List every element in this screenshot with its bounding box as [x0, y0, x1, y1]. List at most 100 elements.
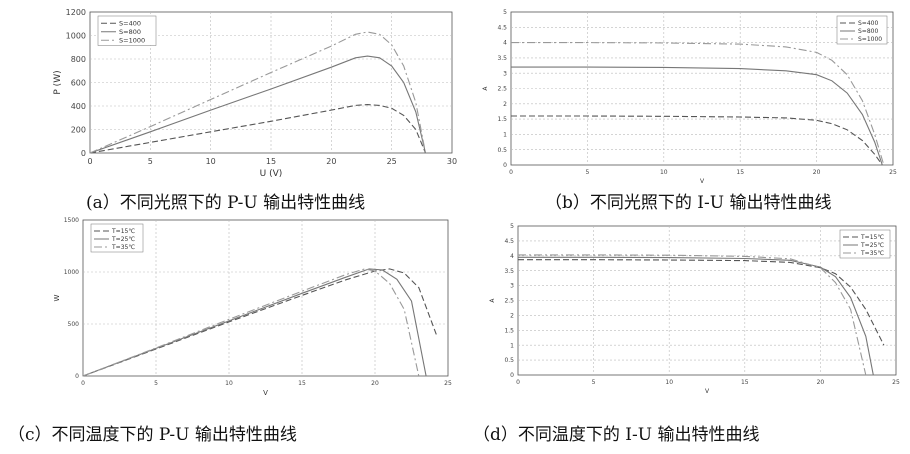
x-tick-label: 20: [326, 157, 336, 166]
series-line-2: [82, 268, 427, 377]
y-tick-label: 2.5: [504, 298, 514, 305]
series-line-3: [82, 268, 420, 377]
x-tick-label: 10: [665, 379, 673, 386]
y-tick-label: 400: [71, 102, 86, 111]
caption-c: （c）不同温度下的 P-U 输出特性曲线: [8, 425, 297, 445]
series-line-1: [89, 104, 427, 154]
caption-d: （d）不同温度下的 I-U 输出特性曲线: [473, 425, 760, 445]
y-axis-label: A: [482, 86, 489, 91]
legend-label: T=25℃: [111, 236, 135, 243]
series-line-3: [511, 42, 885, 166]
y-tick-label: 1000: [66, 31, 86, 40]
x-tick-label: 15: [741, 379, 749, 386]
y-tick-label: 1000: [64, 269, 79, 276]
y-axis-label: P (W): [53, 70, 63, 94]
chart-panel-b: 0 5 10 15 20 25 0 0.5 1 1.5 2 2.5 3 3.5 4 4.5 5 V A S=400 S=…: [478, 0, 910, 190]
y-tick-label: 0.5: [504, 357, 514, 364]
y-tick-label: 0: [81, 149, 86, 158]
x-tick-label: 0: [509, 169, 513, 176]
legend-label: S=800: [858, 28, 878, 35]
y-tick-label: 200: [71, 125, 86, 134]
x-tick-label: 20: [817, 379, 825, 386]
chart-a-svg: 0 5 10 15 20 25 30 0 200 400 600 800 1000 1200 U (V) P …: [53, 8, 457, 179]
y-tick-label: 0: [503, 162, 507, 169]
y-tick-label: 1: [510, 342, 514, 349]
y-tick-label: 4: [503, 40, 507, 47]
y-tick-label: 1.5: [504, 327, 514, 334]
x-tick-label: 0: [516, 379, 520, 386]
y-tick-label: 2.5: [497, 86, 507, 93]
x-tick-label: 0: [81, 380, 85, 387]
y-tick-label: 800: [71, 55, 86, 64]
y-tick-label: 4: [510, 253, 514, 260]
legend-label: T=15℃: [860, 234, 884, 241]
x-tick-label: 25: [889, 169, 897, 176]
x-tick-label: 0: [87, 157, 92, 166]
series-line-2: [511, 66, 883, 166]
legend-label: S=400: [119, 20, 141, 28]
legend-label: S=1000: [119, 37, 145, 45]
chart-b-svg: 0 5 10 15 20 2500.511.522.533.544.55VAS=400S=…: [482, 9, 897, 185]
y-tick-label: 1.5: [497, 116, 507, 123]
y-tick-label: 0: [510, 372, 514, 379]
legend-label: S=1000: [858, 36, 882, 43]
x-tick-label: 5: [154, 380, 158, 387]
y-tick-label: 5: [510, 223, 514, 230]
legend-box: [839, 229, 891, 259]
x-axis-label: V: [700, 178, 705, 185]
y-tick-label: 0: [75, 373, 79, 380]
x-tick-label: 20: [813, 169, 821, 176]
y-tick-label: 1500: [64, 217, 79, 224]
y-tick-label: 1200: [66, 8, 86, 17]
y-tick-label: 500: [68, 321, 80, 328]
x-tick-label: 25: [444, 380, 452, 387]
legend-label: T=25℃: [860, 242, 884, 249]
caption-b: （b）不同光照下的 I-U 输出特性曲线: [545, 193, 832, 213]
y-tick-label: 3: [510, 283, 514, 290]
y-tick-label: 3.5: [497, 55, 507, 62]
chart-d-svg: 0 5 10 15 20 2500.511.522.533.544.55VAT=15℃T=…: [489, 223, 900, 395]
x-tick-label: 15: [736, 169, 744, 176]
y-tick-label: 600: [71, 78, 86, 87]
y-tick-label: 3: [503, 70, 507, 77]
legend-label: S=800: [119, 28, 141, 36]
x-tick-label: 15: [298, 380, 306, 387]
chart-panel-d: 0 5 10 15 20 25 0 0.5 1 1.5 2 2.5 3 3.5 4 4.5 5 V A T=15℃ T=…: [478, 212, 910, 400]
x-tick-label: 30: [447, 157, 457, 166]
series-line-1: [511, 115, 883, 166]
x-tick-label: 20: [371, 380, 379, 387]
x-tick-label: 10: [660, 169, 668, 176]
y-axis-label: W: [53, 294, 61, 301]
chart-c-svg: 0 5 10 15 20 25 0 500 1000 1500 V W T=15℃T=25℃T=35℃: [53, 217, 452, 397]
legend-label: S=400: [858, 20, 878, 27]
x-tick-label: 25: [892, 379, 900, 386]
x-tick-label: 25: [387, 157, 397, 166]
x-axis-label: U (V): [260, 169, 283, 179]
series-line-3: [518, 254, 867, 376]
y-axis-label: A: [489, 298, 496, 303]
series-line-1: [518, 259, 885, 346]
x-tick-label: 10: [206, 157, 216, 166]
x-tick-label: 15: [266, 157, 276, 166]
x-axis-label: V: [705, 388, 710, 395]
plot-frame: [82, 219, 449, 377]
caption-a: (a）不同光照下的 P-U 输出特性曲线: [86, 193, 366, 213]
legend-label: T=15℃: [111, 228, 135, 235]
legend-label: T=35℃: [111, 244, 135, 251]
y-tick-label: 2: [503, 101, 507, 108]
chart-panel-a: 0 5 10 15 20 25 30 0 200 400 600 800 1000 1200 U (V) P …: [0, 0, 470, 190]
x-tick-label: 5: [585, 169, 589, 176]
y-tick-label: 5: [503, 9, 507, 16]
legend-label: T=35℃: [860, 250, 884, 257]
x-axis-label: V: [263, 389, 268, 397]
x-tick-label: 5: [592, 379, 596, 386]
x-tick-label: 10: [225, 380, 233, 387]
y-tick-label: 0.5: [497, 147, 507, 154]
series-line-2: [89, 55, 427, 154]
y-tick-label: 3.5: [504, 268, 514, 275]
x-tick-label: 5: [148, 157, 153, 166]
y-tick-label: 4.5: [497, 24, 507, 31]
y-tick-label: 2: [510, 313, 514, 320]
y-tick-label: 1: [503, 132, 507, 139]
y-tick-label: 4.5: [504, 238, 514, 245]
